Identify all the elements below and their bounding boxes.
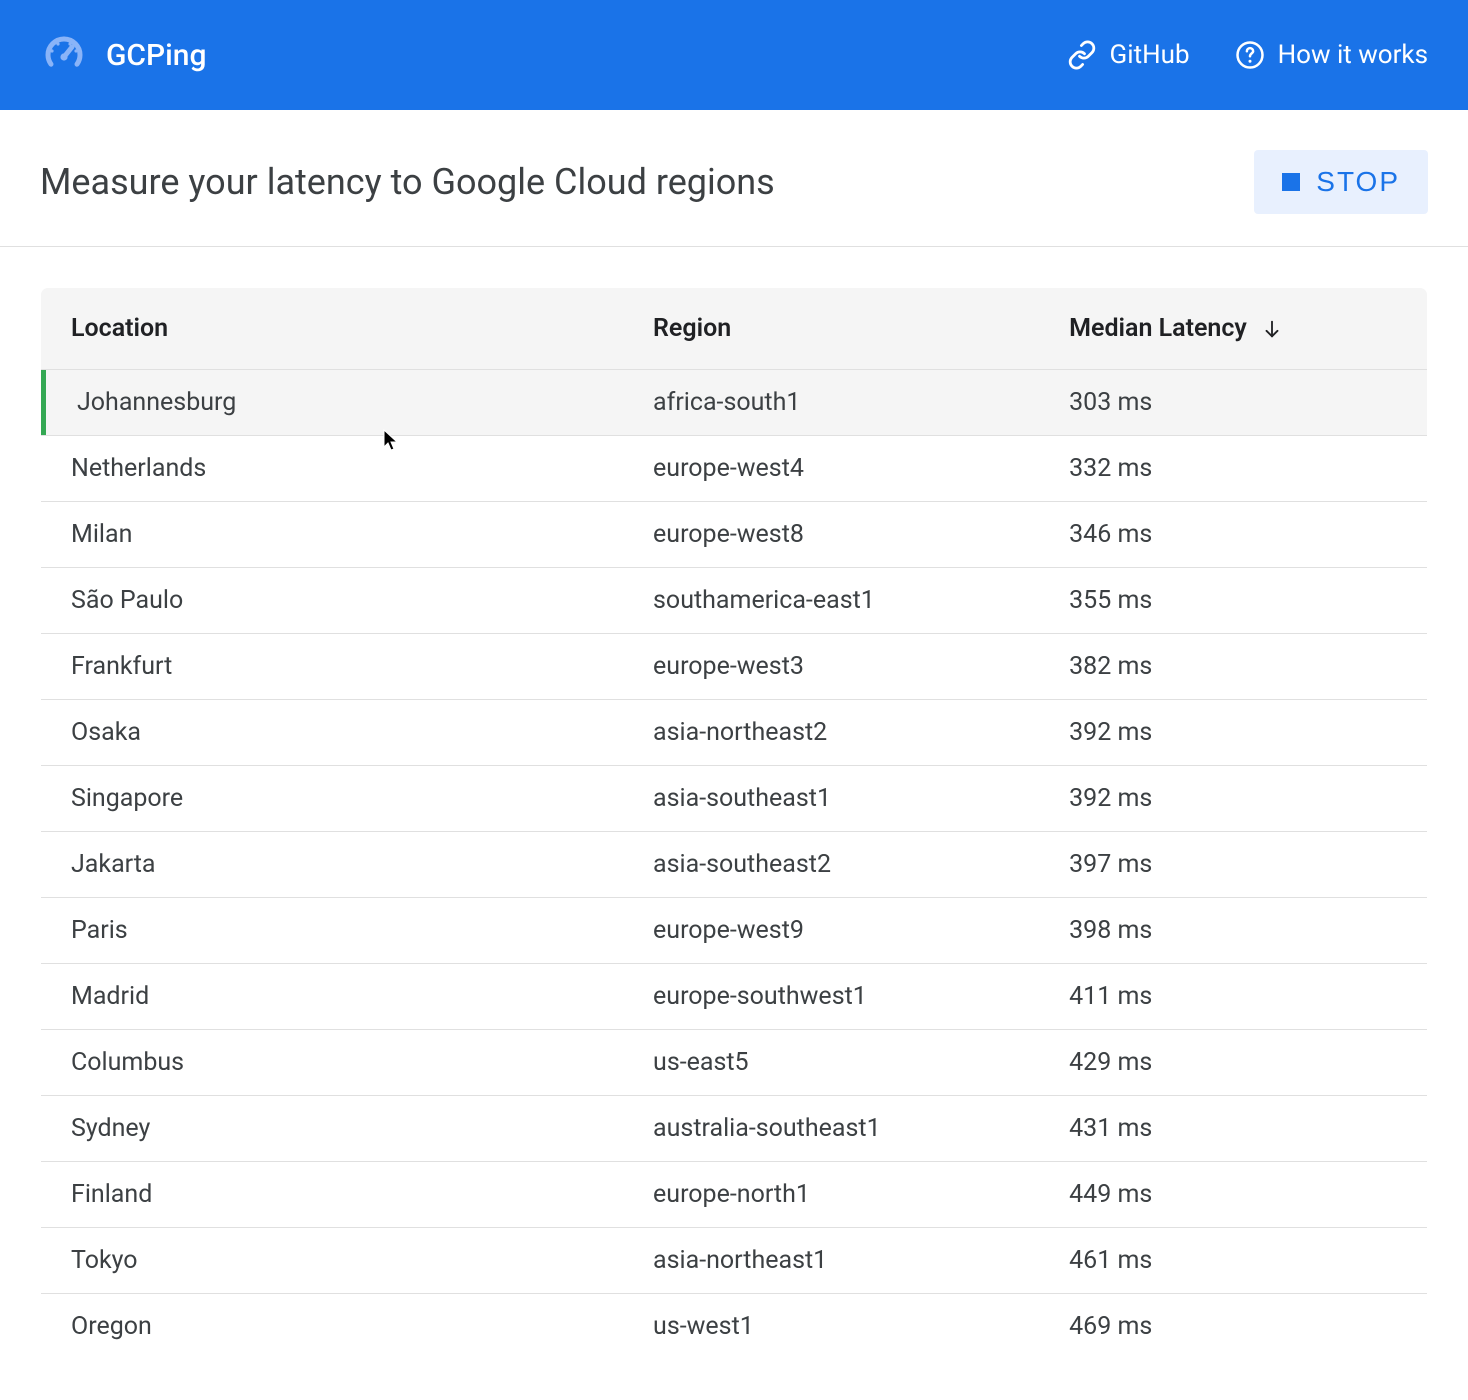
cell-location: Tokyo — [41, 1228, 624, 1294]
latency-table: Location Region Median Latency — [40, 287, 1428, 1360]
link-icon — [1066, 39, 1098, 71]
table-row[interactable]: Finlandeurope-north1449 ms — [41, 1162, 1428, 1228]
cell-latency: 382 ms — [1039, 634, 1427, 700]
cell-latency: 398 ms — [1039, 898, 1427, 964]
cell-location: Jakarta — [41, 832, 624, 898]
cell-region: us-west1 — [623, 1294, 1039, 1360]
cell-region: europe-west4 — [623, 436, 1039, 502]
stop-icon — [1282, 173, 1300, 191]
stop-button[interactable]: STOP — [1254, 150, 1428, 214]
stop-button-label: STOP — [1316, 166, 1400, 198]
cell-location: Columbus — [41, 1030, 624, 1096]
cell-latency: 449 ms — [1039, 1162, 1427, 1228]
cell-region: australia-southeast1 — [623, 1096, 1039, 1162]
table-row[interactable]: Singaporeasia-southeast1392 ms — [41, 766, 1428, 832]
table-row[interactable]: Oregonus-west1469 ms — [41, 1294, 1428, 1360]
cell-location: Finland — [41, 1162, 624, 1228]
cell-region: asia-northeast1 — [623, 1228, 1039, 1294]
cell-location: Madrid — [41, 964, 624, 1030]
app-title: GCPing — [106, 38, 207, 73]
cell-latency: 469 ms — [1039, 1294, 1427, 1360]
cell-latency: 392 ms — [1039, 700, 1427, 766]
cell-latency: 392 ms — [1039, 766, 1427, 832]
cell-latency: 429 ms — [1039, 1030, 1427, 1096]
table-row[interactable]: Milaneurope-west8346 ms — [41, 502, 1428, 568]
app-header: GCPing GitHub How it works — [0, 0, 1468, 110]
cell-region: asia-southeast1 — [623, 766, 1039, 832]
table-row[interactable]: Sydneyaustralia-southeast1431 ms — [41, 1096, 1428, 1162]
cell-latency: 332 ms — [1039, 436, 1427, 502]
cell-region: europe-west3 — [623, 634, 1039, 700]
table-row[interactable]: Frankfurteurope-west3382 ms — [41, 634, 1428, 700]
cell-region: europe-southwest1 — [623, 964, 1039, 1030]
cell-latency: 411 ms — [1039, 964, 1427, 1030]
table-row[interactable]: Columbusus-east5429 ms — [41, 1030, 1428, 1096]
cell-latency: 397 ms — [1039, 832, 1427, 898]
cell-location: Oregon — [41, 1294, 624, 1360]
cell-location: Sydney — [41, 1096, 624, 1162]
cell-region: africa-south1 — [623, 370, 1039, 436]
cell-location: Frankfurt — [41, 634, 624, 700]
help-icon — [1234, 39, 1266, 71]
cell-latency: 355 ms — [1039, 568, 1427, 634]
cell-location: Singapore — [41, 766, 624, 832]
page-title: Measure your latency to Google Cloud reg… — [40, 161, 775, 203]
column-header-latency[interactable]: Median Latency — [1039, 288, 1427, 370]
header-right: GitHub How it works — [1066, 39, 1428, 71]
table-header-row: Location Region Median Latency — [41, 288, 1428, 370]
cell-region: southamerica-east1 — [623, 568, 1039, 634]
cell-latency: 303 ms — [1039, 370, 1427, 436]
subheader: Measure your latency to Google Cloud reg… — [0, 110, 1468, 247]
github-link[interactable]: GitHub — [1066, 39, 1190, 71]
table-body: Johannesburgafrica-south1303 msNetherlan… — [41, 370, 1428, 1360]
row-active-indicator — [41, 370, 46, 435]
column-header-region[interactable]: Region — [623, 288, 1039, 370]
table-row[interactable]: Tokyoasia-northeast1461 ms — [41, 1228, 1428, 1294]
how-it-works-link[interactable]: How it works — [1234, 39, 1428, 71]
gauge-icon — [40, 31, 88, 79]
cell-region: us-east5 — [623, 1030, 1039, 1096]
table-row[interactable]: Pariseurope-west9398 ms — [41, 898, 1428, 964]
table-container: Location Region Median Latency — [0, 247, 1468, 1400]
header-left: GCPing — [40, 31, 207, 79]
cell-region: asia-southeast2 — [623, 832, 1039, 898]
table-row[interactable]: Madrideurope-southwest1411 ms — [41, 964, 1428, 1030]
cell-latency: 346 ms — [1039, 502, 1427, 568]
table-row[interactable]: Netherlandseurope-west4332 ms — [41, 436, 1428, 502]
cell-location: Johannesburg — [41, 370, 624, 436]
arrow-down-icon — [1261, 318, 1283, 340]
table-row[interactable]: Osakaasia-northeast2392 ms — [41, 700, 1428, 766]
column-header-location[interactable]: Location — [41, 288, 624, 370]
cell-latency: 461 ms — [1039, 1228, 1427, 1294]
cell-location: Osaka — [41, 700, 624, 766]
table-row[interactable]: São Paulosouthamerica-east1355 ms — [41, 568, 1428, 634]
table-row[interactable]: Johannesburgafrica-south1303 ms — [41, 370, 1428, 436]
cell-region: europe-west9 — [623, 898, 1039, 964]
cell-latency: 431 ms — [1039, 1096, 1427, 1162]
how-it-works-label: How it works — [1278, 40, 1428, 70]
cell-region: europe-west8 — [623, 502, 1039, 568]
cell-location: Paris — [41, 898, 624, 964]
cell-region: asia-northeast2 — [623, 700, 1039, 766]
github-link-label: GitHub — [1110, 40, 1190, 70]
cell-location: Milan — [41, 502, 624, 568]
table-row[interactable]: Jakartaasia-southeast2397 ms — [41, 832, 1428, 898]
cell-location: Netherlands — [41, 436, 624, 502]
cell-location: São Paulo — [41, 568, 624, 634]
cell-region: europe-north1 — [623, 1162, 1039, 1228]
